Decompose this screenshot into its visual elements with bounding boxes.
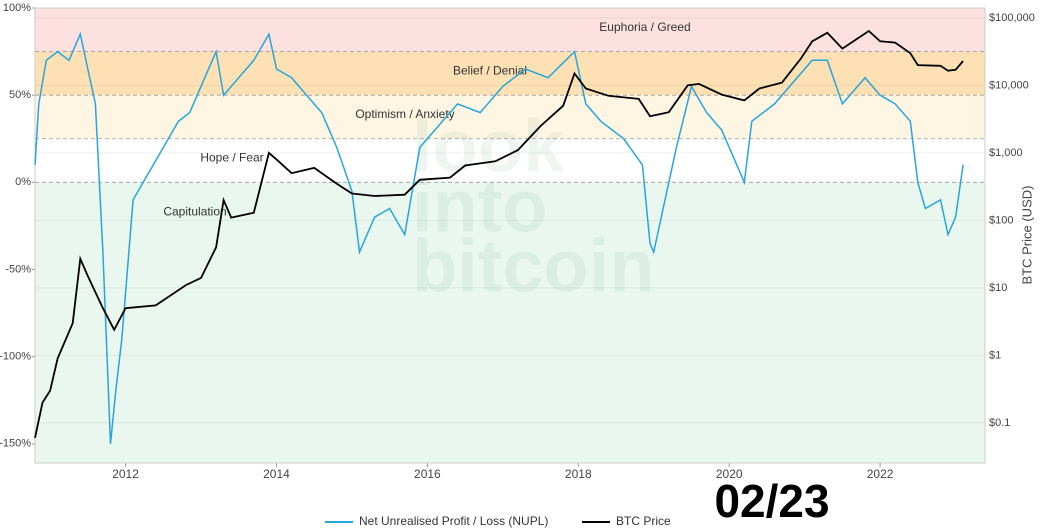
- series-line: [34, 31, 964, 444]
- zone-label: Euphoria / Greed: [599, 20, 690, 34]
- y2-tick-label: $100,000: [989, 12, 1035, 24]
- x-tick-label: 2016: [414, 467, 441, 481]
- y-tick-label: -100%: [0, 351, 31, 363]
- y2-axis-title: BTC Price (USD): [1019, 186, 1034, 285]
- zone-label: Belief / Denial: [453, 64, 527, 78]
- x-tick-label: 2018: [565, 467, 592, 481]
- zone-label: Optimism / Anxiety: [355, 107, 454, 121]
- x-tick-label: 2014: [263, 467, 290, 481]
- zone-band: [35, 8, 985, 52]
- plot-frame: [34, 7, 986, 464]
- legend-text: Net Unrealised Profit / Loss (NUPL): [359, 514, 548, 528]
- y2-tick-label: $1,000: [989, 147, 1023, 159]
- zone-band: [35, 182, 985, 463]
- watermark: bitcoin: [412, 225, 655, 308]
- series-line: [34, 29, 964, 439]
- x-tick-label: 2022: [867, 467, 894, 481]
- y2-tick-label: $10,000: [989, 79, 1029, 91]
- y-tick-label: 100%: [3, 2, 31, 14]
- y-tick-label: -50%: [5, 263, 31, 275]
- y2-tick-label: $100: [989, 214, 1013, 226]
- legend-text: BTC Price: [616, 514, 671, 528]
- zone-label: Hope / Fear: [200, 151, 263, 165]
- y-tick-label: -150%: [0, 438, 31, 450]
- x-tick-label: 2012: [112, 467, 139, 481]
- y-tick-label: 0%: [15, 176, 31, 188]
- y2-tick-label: $10: [989, 282, 1007, 294]
- date-stamp: 02/23: [714, 475, 829, 527]
- y2-tick-label: $0.1: [989, 417, 1010, 429]
- zone-band: [35, 138, 985, 183]
- y-tick-label: 50%: [9, 89, 31, 101]
- x-tick-label: 2020: [716, 467, 743, 481]
- y2-tick-label: $1: [989, 349, 1001, 361]
- zone-label: Capitulation: [163, 205, 226, 219]
- watermark: look: [412, 105, 565, 188]
- zone-band: [35, 51, 985, 96]
